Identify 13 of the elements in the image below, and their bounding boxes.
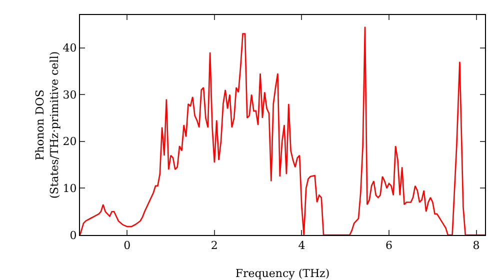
x-axis-title: Frequency (THz) bbox=[235, 267, 330, 280]
y-tick-label: 10 bbox=[62, 182, 77, 196]
x-tick-label: 8 bbox=[472, 239, 480, 252]
x-tick-label: 6 bbox=[385, 239, 392, 252]
x-tick-label: 0 bbox=[124, 239, 131, 252]
x-tick-label: 2 bbox=[210, 239, 218, 252]
y-tick-label: 30 bbox=[62, 88, 77, 102]
y-tick-label: 40 bbox=[62, 42, 77, 55]
y-tick-label: 20 bbox=[62, 135, 77, 148]
y-axis-title: Phonon DOS (States/THz·primitive cell) bbox=[34, 51, 61, 199]
line-series bbox=[80, 26, 485, 235]
x-tick-label: 4 bbox=[298, 239, 306, 252]
y-tick-label: 0 bbox=[70, 228, 77, 242]
